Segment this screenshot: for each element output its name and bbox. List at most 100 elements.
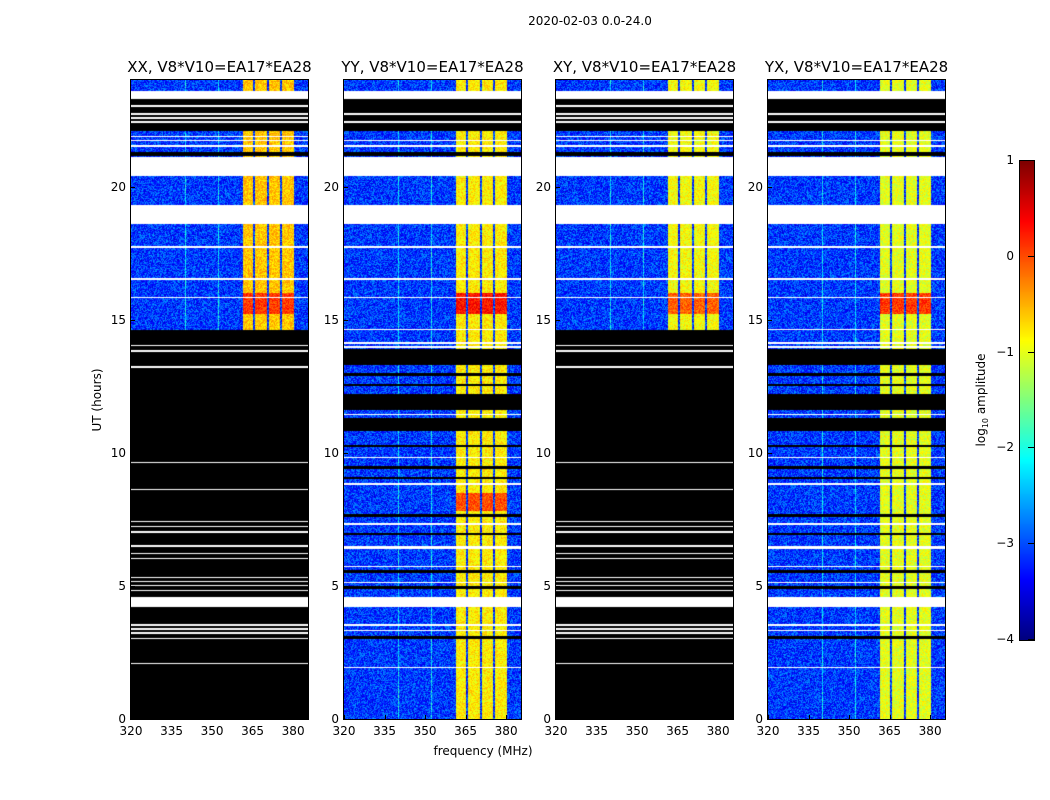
y-tick-label: 0	[543, 712, 551, 726]
y-tick	[768, 319, 772, 321]
y-tick	[768, 452, 772, 454]
y-tick	[768, 186, 772, 188]
y-tick	[131, 585, 135, 587]
colorbar-tick	[1028, 639, 1034, 640]
spectrogram-panel-yy	[343, 79, 522, 720]
x-tick	[252, 715, 254, 719]
x-tick-label: 350	[413, 724, 437, 738]
y-tick	[344, 186, 348, 188]
x-tick	[637, 715, 639, 719]
x-tick	[930, 715, 932, 719]
y-tick-label: 0	[118, 712, 126, 726]
x-tick-label: 380	[494, 724, 518, 738]
y-tick-label: 5	[543, 578, 551, 593]
y-axis-label: UT (hours)	[90, 368, 104, 432]
y-tick	[768, 719, 772, 720]
colorbar-tick	[1028, 255, 1034, 257]
colorbar-tick	[1028, 351, 1034, 353]
x-tick-label: 335	[373, 724, 396, 738]
spectrogram-panel-xy	[555, 79, 734, 720]
panel-title: XY, V8*V10=EA17*EA28	[552, 58, 737, 76]
y-tick	[344, 452, 348, 454]
x-tick-label: 335	[585, 724, 608, 738]
heatmap-canvas	[768, 80, 945, 719]
x-tick-label: 365	[241, 724, 265, 738]
y-tick-label: 5	[755, 578, 763, 593]
y-tick-label: 15	[110, 312, 126, 327]
x-tick-label: 350	[625, 724, 649, 738]
x-tick	[425, 715, 427, 719]
y-tick	[556, 719, 560, 720]
panel-title: YX, V8*V10=EA17*EA28	[764, 58, 949, 76]
x-tick	[212, 715, 214, 719]
colorbar	[1019, 160, 1035, 641]
y-tick	[131, 186, 135, 188]
y-tick	[556, 186, 560, 188]
x-tick	[465, 715, 467, 719]
x-tick	[889, 715, 891, 719]
y-tick-label: 15	[323, 312, 339, 327]
colorbar-tick-label: 0	[1006, 248, 1014, 263]
x-tick	[131, 715, 132, 719]
figure-title: 2020-02-03 0.0-24.0	[528, 14, 652, 28]
x-tick-label: 335	[160, 724, 183, 738]
x-tick-label: 380	[281, 724, 305, 738]
x-tick	[171, 715, 173, 719]
heatmap-canvas	[131, 80, 308, 719]
colorbar-tick-label: −2	[996, 440, 1014, 455]
x-tick-label: 320	[119, 724, 143, 738]
x-tick	[808, 715, 810, 719]
y-tick-label: 20	[747, 179, 763, 194]
y-tick-label: 10	[535, 445, 551, 460]
panel-title: XX, V8*V10=EA17*EA28	[127, 58, 312, 76]
y-tick-label: 5	[118, 578, 126, 593]
y-tick-label: 5	[331, 578, 339, 593]
y-tick	[131, 319, 135, 321]
x-tick	[293, 715, 295, 719]
x-tick	[677, 715, 679, 719]
colorbar-tick-label: −1	[996, 344, 1014, 359]
x-tick-label: 350	[200, 724, 224, 738]
y-tick-label: 15	[535, 312, 551, 327]
y-tick-label: 0	[755, 712, 763, 726]
colorbar-tick	[1028, 543, 1034, 545]
x-tick-label: 320	[544, 724, 568, 738]
x-tick-label: 365	[454, 724, 478, 738]
x-tick-label: 350	[837, 724, 861, 738]
x-tick	[344, 715, 345, 719]
y-tick	[344, 719, 348, 720]
y-tick-label: 10	[323, 445, 339, 460]
x-tick-label: 365	[666, 724, 690, 738]
spectrogram-panel-xx	[130, 79, 309, 720]
y-tick	[344, 319, 348, 321]
x-tick	[556, 715, 557, 719]
x-tick-label: 380	[706, 724, 730, 738]
colorbar-tick	[1028, 160, 1034, 161]
y-tick	[556, 452, 560, 454]
y-tick-label: 10	[110, 445, 126, 460]
y-tick	[556, 585, 560, 587]
x-tick	[384, 715, 386, 719]
x-tick	[768, 715, 769, 719]
x-tick-label: 320	[756, 724, 780, 738]
y-tick	[344, 585, 348, 587]
y-tick-label: 10	[747, 445, 763, 460]
y-tick-label: 0	[331, 712, 339, 726]
x-axis-label: frequency (MHz)	[433, 744, 533, 758]
heatmap-canvas	[344, 80, 521, 719]
y-tick-label: 20	[110, 179, 126, 194]
x-tick	[849, 715, 851, 719]
x-tick	[718, 715, 720, 719]
y-tick	[131, 452, 135, 454]
colorbar-tick	[1028, 447, 1034, 449]
y-tick-label: 20	[323, 179, 339, 194]
y-tick-label: 20	[535, 179, 551, 194]
y-tick-label: 15	[747, 312, 763, 327]
panel-title: YY, V8*V10=EA17*EA28	[341, 58, 524, 76]
x-tick-label: 320	[332, 724, 356, 738]
y-tick	[556, 319, 560, 321]
colorbar-label: log10 amplitude	[973, 353, 991, 447]
x-tick	[596, 715, 598, 719]
heatmap-canvas	[556, 80, 733, 719]
y-tick	[131, 719, 135, 720]
